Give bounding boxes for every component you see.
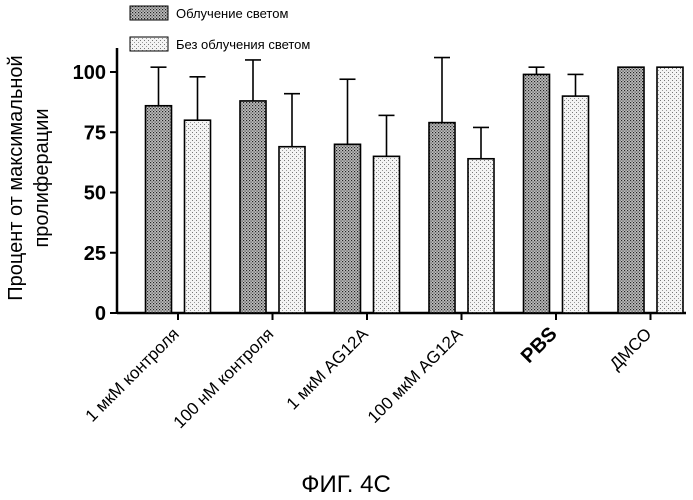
y-tick-label-75: 75 <box>84 122 106 144</box>
y-axis-title: Процент от максимальной пролиферации <box>5 55 53 300</box>
x-tick-label-4: PBS <box>517 323 562 368</box>
x-tick-label-1: 100 нМ контроля <box>170 324 278 432</box>
figure-caption: ФИГ. 4С <box>301 471 391 498</box>
bar-0-0 <box>144 104 173 314</box>
y-tick-label-25: 25 <box>84 243 106 265</box>
bar-1-4 <box>561 95 590 314</box>
legend: Облучение светом Без облучения светом <box>129 5 310 52</box>
bar-1-1 <box>278 145 306 314</box>
legend-swatch-non-irradiated <box>129 36 169 52</box>
x-tick-label-2: 1 мкМ AG12A <box>283 324 373 414</box>
bar-1-2 <box>372 155 401 314</box>
x-tick-label-5: ДМСО <box>606 324 655 373</box>
legend-label-irradiated: Облучение светом <box>176 6 288 21</box>
bar-1-5 <box>656 66 684 314</box>
bar-0-3 <box>428 121 456 314</box>
bar-0-4 <box>522 73 551 314</box>
y-tick-label-0: 0 <box>95 303 106 325</box>
y-axis-title-line-1: Процент от максимальной <box>5 55 27 300</box>
y-tick-label-50: 50 <box>84 183 106 205</box>
bar-1-3 <box>467 157 495 314</box>
legend-label-non-irradiated: Без облучения светом <box>176 37 310 52</box>
y-axis-title-line-2: пролиферации <box>31 108 53 247</box>
bar-0-1 <box>239 100 267 314</box>
bar-0-2 <box>333 143 362 314</box>
x-tick-label-3: 100 мкМ AG12A <box>364 324 467 427</box>
y-tick-label-100: 100 <box>73 62 106 84</box>
bar-1-0 <box>183 119 212 314</box>
bar-0-5 <box>617 66 645 314</box>
x-tick-label-0: 1 мкМ контроля <box>82 324 183 425</box>
legend-swatch-irradiated <box>129 5 169 21</box>
